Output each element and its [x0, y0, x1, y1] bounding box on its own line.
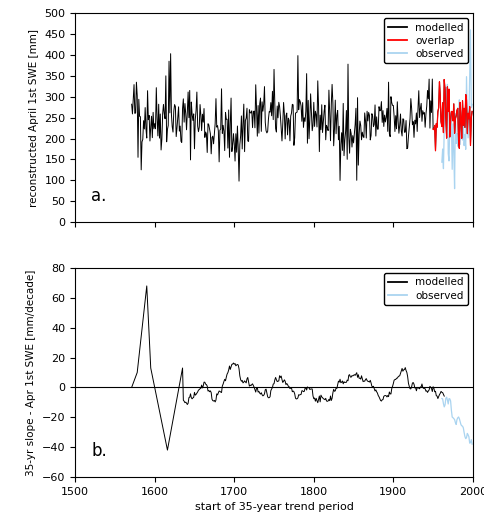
Y-axis label: reconstructed April 1st SWE [mm]: reconstructed April 1st SWE [mm]	[29, 28, 39, 207]
Legend: modelled, observed: modelled, observed	[383, 273, 467, 305]
X-axis label: start of 35-year trend period: start of 35-year trend period	[194, 502, 353, 512]
Y-axis label: 35-yr slope - Apr 1st SWE [mm/decade]: 35-yr slope - Apr 1st SWE [mm/decade]	[26, 269, 36, 476]
Text: a.: a.	[91, 188, 106, 206]
Text: b.: b.	[91, 442, 106, 460]
Legend: modelled, overlap, observed: modelled, overlap, observed	[383, 18, 467, 63]
